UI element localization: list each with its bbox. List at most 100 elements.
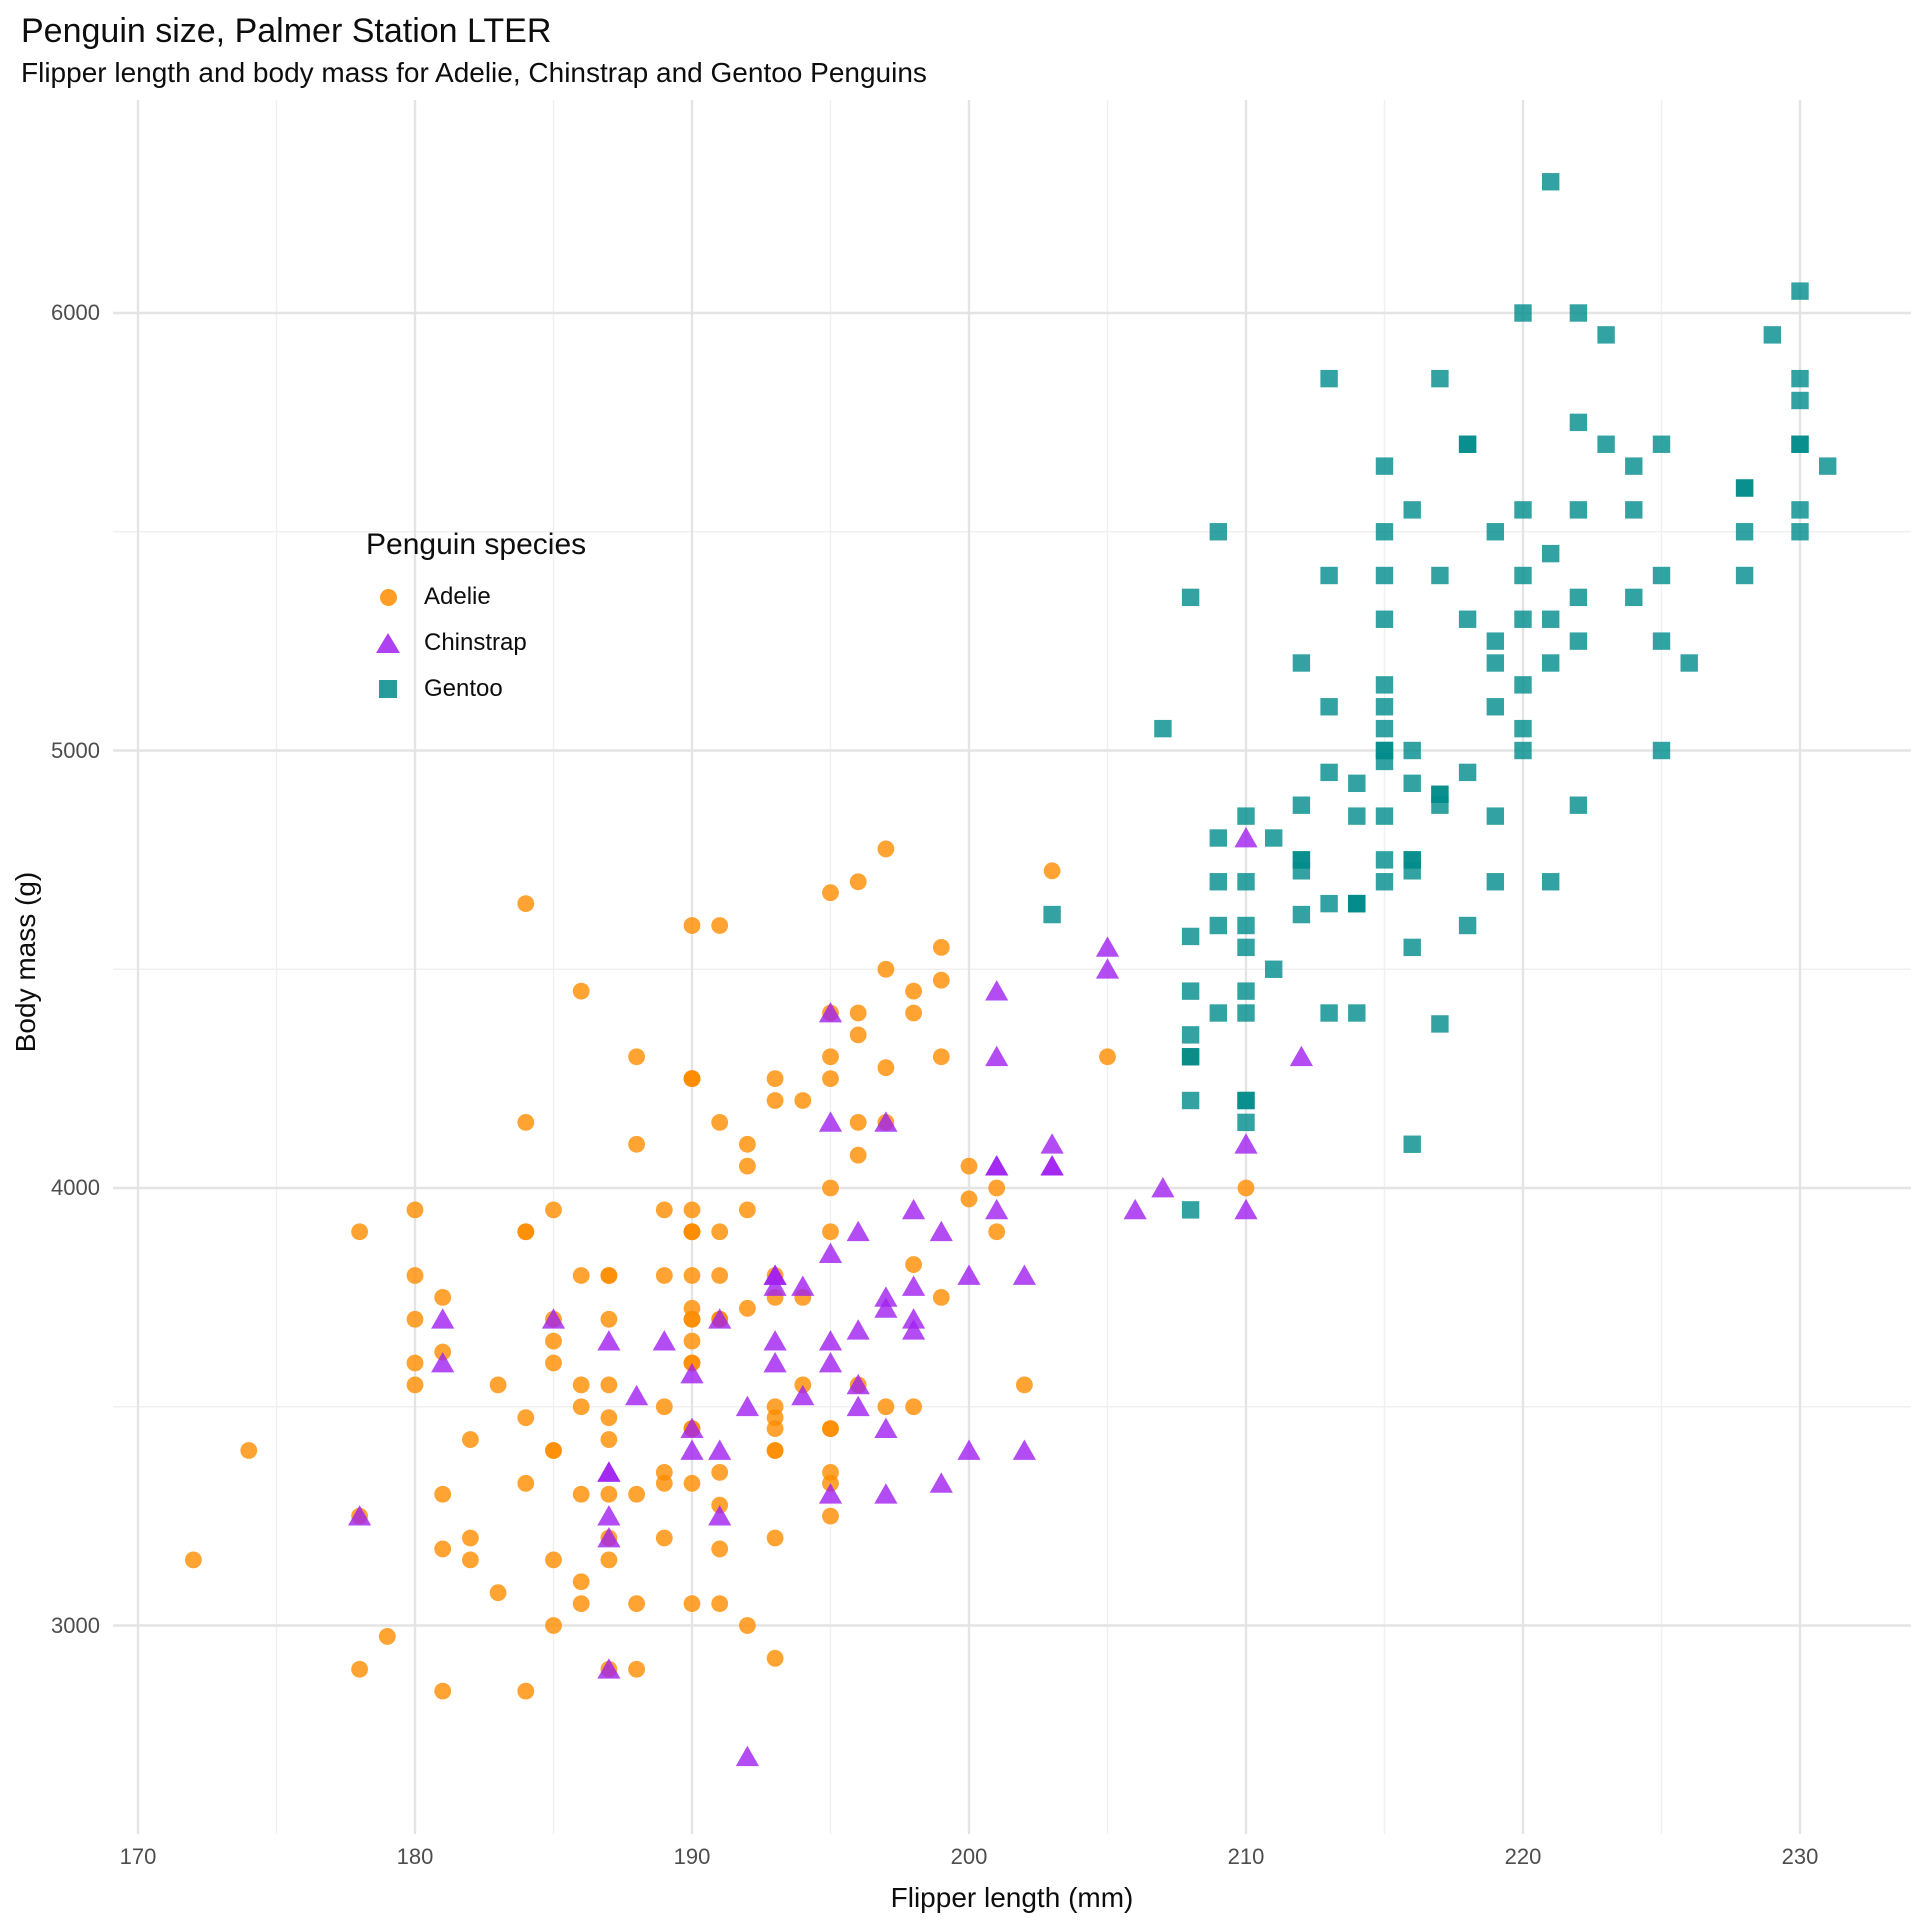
data-point-chinstrap — [431, 1308, 455, 1329]
data-point-adelie — [628, 1135, 645, 1153]
data-point-chinstrap — [625, 1384, 649, 1406]
data-point-chinstrap — [541, 1308, 566, 1329]
data-point-adelie — [572, 1573, 590, 1591]
data-point-gentoo — [1403, 862, 1421, 880]
data-point-gentoo — [1791, 369, 1809, 388]
data-point-chinstrap — [1234, 1198, 1258, 1220]
data-point-adelie — [932, 1048, 950, 1066]
data-point-adelie — [462, 1529, 479, 1547]
data-point-adelie — [766, 1092, 784, 1109]
data-point-adelie — [655, 1201, 673, 1219]
data-point-gentoo — [1375, 851, 1394, 869]
data-point-gentoo — [1181, 588, 1200, 607]
data-point-chinstrap — [680, 1439, 704, 1460]
data-point-adelie — [489, 1584, 507, 1602]
data-point-adelie — [655, 1267, 673, 1284]
data-point-chinstrap — [846, 1319, 870, 1340]
data-point-adelie — [932, 938, 950, 956]
data-point-gentoo — [1431, 796, 1449, 814]
data-point-gentoo — [1403, 741, 1421, 760]
data-point-chinstrap — [791, 1384, 815, 1406]
data-point-adelie — [766, 1070, 784, 1088]
data-point-chinstrap — [597, 1330, 621, 1351]
adelie-circle-icon — [372, 581, 404, 613]
data-point-gentoo — [1403, 938, 1421, 957]
data-point-gentoo — [1181, 982, 1200, 1000]
data-point-adelie — [517, 1682, 535, 1700]
data-point-adelie — [628, 1660, 645, 1678]
data-point-gentoo — [1791, 391, 1809, 410]
data-point-adelie — [434, 1288, 452, 1306]
data-point-chinstrap — [818, 1352, 843, 1373]
data-point-gentoo — [1237, 1113, 1255, 1132]
x-tick-label-220: 220 — [1504, 1844, 1542, 1869]
data-point-gentoo — [1237, 873, 1255, 891]
data-point-chinstrap — [735, 1395, 759, 1417]
data-point-chinstrap — [1289, 1045, 1313, 1067]
data-point-gentoo — [1181, 1201, 1200, 1219]
data-point-adelie — [794, 1092, 812, 1109]
data-point-adelie — [849, 1146, 867, 1164]
data-point-adelie — [655, 1398, 673, 1416]
data-point-adelie — [683, 1595, 701, 1613]
data-point-gentoo — [1375, 719, 1394, 738]
data-point-adelie — [378, 1628, 396, 1645]
data-point-gentoo — [1348, 774, 1366, 793]
data-point-adelie — [600, 1267, 618, 1284]
data-point-gentoo — [1486, 698, 1504, 716]
data-point-adelie — [932, 971, 950, 989]
data-point-adelie — [406, 1310, 424, 1328]
data-point-chinstrap — [708, 1439, 732, 1460]
data-point-gentoo — [1514, 719, 1532, 738]
data-point-gentoo — [1791, 523, 1809, 541]
data-point-chinstrap — [902, 1319, 926, 1340]
data-point-adelie — [905, 1256, 922, 1273]
y-axis-title: Body mass (g) — [10, 871, 41, 1053]
data-point-gentoo — [1652, 435, 1671, 453]
data-point-gentoo — [1431, 1015, 1449, 1033]
data-point-chinstrap — [846, 1373, 870, 1395]
data-point-chinstrap — [874, 1286, 898, 1307]
data-point-adelie — [849, 873, 867, 891]
data-point-chinstrap — [846, 1395, 870, 1417]
data-point-adelie — [877, 840, 895, 858]
data-point-chinstrap — [929, 1472, 953, 1493]
data-point-chinstrap — [1095, 936, 1120, 957]
data-point-adelie — [517, 1113, 535, 1131]
data-point-adelie — [628, 1048, 645, 1066]
data-point-chinstrap — [597, 1658, 621, 1679]
data-point-adelie — [1099, 1048, 1116, 1066]
data-point-adelie — [683, 1332, 701, 1350]
data-point-gentoo — [1514, 501, 1532, 519]
data-point-adelie — [545, 1442, 562, 1459]
data-point-gentoo — [1292, 796, 1311, 814]
data-point-gentoo — [1292, 654, 1311, 672]
data-point-adelie — [489, 1376, 507, 1394]
data-point-adelie — [545, 1617, 562, 1634]
data-point-adelie — [739, 1135, 756, 1153]
data-point-chinstrap — [874, 1297, 898, 1318]
data-point-adelie — [545, 1201, 562, 1219]
data-point-chinstrap — [1012, 1264, 1036, 1285]
data-point-gentoo — [1735, 479, 1754, 497]
data-point-chinstrap — [431, 1352, 455, 1373]
data-point-adelie — [628, 1485, 645, 1503]
data-point-adelie — [240, 1442, 258, 1459]
data-point-gentoo — [1348, 894, 1366, 913]
data-point-adelie — [739, 1201, 756, 1219]
data-point-adelie — [572, 1595, 590, 1613]
data-point-adelie — [711, 1595, 729, 1613]
data-point-chinstrap — [818, 1111, 843, 1132]
data-point-chinstrap — [597, 1461, 621, 1482]
x-axis-title: Flipper length (mm) — [890, 1882, 1134, 1913]
data-point-adelie — [572, 982, 590, 1000]
data-point-chinstrap — [791, 1275, 815, 1296]
data-point-chinstrap — [874, 1483, 898, 1504]
data-point-adelie — [545, 1332, 562, 1350]
data-point-adelie — [877, 960, 895, 978]
data-point-chinstrap — [985, 980, 1009, 1001]
data-point-gentoo — [1486, 807, 1504, 825]
data-point-adelie — [600, 1431, 618, 1448]
data-point-chinstrap — [597, 1505, 621, 1526]
data-point-gentoo — [1542, 544, 1560, 563]
